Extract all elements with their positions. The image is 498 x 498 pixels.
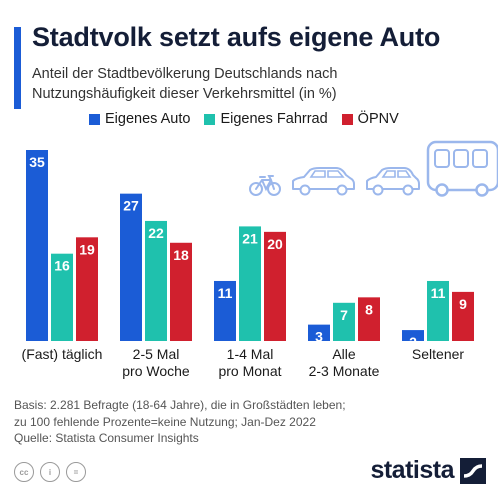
category-label-line: 1-4 Mal	[227, 346, 274, 362]
chart-subtitle: Anteil der Stadtbevölkerung Deutschlands…	[32, 66, 338, 102]
category-label-line: pro Monat	[218, 363, 281, 379]
value-label-transit: 8	[365, 301, 373, 317]
category-label: 1-4 Mal pro Monat	[218, 346, 281, 379]
statista-logo[interactable]: statista	[370, 456, 486, 485]
legend-label-transit: ÖPNV	[357, 111, 399, 127]
value-label-transit: 9	[459, 296, 467, 312]
value-label-transit: 19	[79, 241, 95, 257]
category-label: Alle 2-3 Monate	[309, 346, 380, 379]
bar-transit	[264, 231, 286, 341]
category-label-line: Alle	[332, 346, 356, 362]
value-label-car: 11	[218, 285, 233, 301]
footer-basis: Basis: 2.281 Befragte (18-64 Jahre), die…	[14, 398, 346, 412]
value-label-bike: 22	[148, 225, 164, 241]
category-label: Seltener	[412, 346, 464, 362]
attribution-icon[interactable]: i	[40, 462, 60, 482]
category-label-line: pro Woche	[122, 363, 190, 379]
category-label-line: (Fast) täglich	[22, 346, 103, 362]
bar-car	[26, 150, 48, 341]
title-accent-bar	[14, 27, 21, 109]
category-label-line: Seltener	[412, 346, 464, 362]
footer-note: zu 100 fehlende Prozente=keine Nutzung; …	[14, 414, 316, 429]
license-icons: cc i =	[14, 462, 86, 482]
value-label-bike: 7	[340, 307, 348, 323]
creative-commons-icon[interactable]: cc	[14, 462, 34, 482]
value-label-car: 35	[29, 154, 45, 170]
legend-swatch-transit	[341, 113, 353, 125]
value-label-car: 27	[123, 198, 139, 214]
legend-swatch-car	[89, 113, 100, 125]
bar-transit	[358, 297, 380, 341]
value-label-transit: 18	[173, 247, 189, 263]
legend-swatch-bike	[204, 113, 216, 125]
bar-bike	[427, 280, 449, 341]
bar-transit	[170, 242, 192, 341]
bar-car	[308, 324, 330, 341]
category-label-line: 2-3 Monate	[309, 363, 380, 379]
car-icon	[292, 167, 355, 196]
category-label-line: 2-5 Mal	[133, 346, 180, 362]
value-label-car: 2	[409, 334, 417, 350]
bar-bike	[145, 220, 167, 341]
statista-mark-icon	[460, 457, 486, 484]
bar-car	[402, 330, 424, 341]
bar-bike	[239, 226, 261, 341]
value-label-car: 3	[315, 329, 323, 345]
value-label-transit: 20	[267, 236, 283, 252]
legend-item-bike: Eigenes Fahrrad	[204, 111, 328, 127]
legend-item-car: Eigenes Auto	[89, 111, 190, 127]
value-labels: 35 16 19 27 22 18 11 21 20 3 7 8 2 11 9	[29, 154, 467, 350]
vehicle-icons	[249, 140, 498, 197]
value-label-bike: 16	[54, 258, 70, 274]
bars	[26, 150, 474, 341]
category-label: 2-5 Mal pro Woche	[122, 346, 190, 379]
bar-car	[214, 280, 236, 341]
legend-item-transit: ÖPNV	[341, 111, 399, 127]
chart-legend: Eigenes Auto Eigenes Fahrrad ÖPNV	[89, 111, 399, 127]
bar-bike	[333, 302, 355, 341]
legend-label-car: Eigenes Auto	[105, 111, 191, 127]
chart-title: Stadtvolk setzt aufs eigene Auto	[32, 22, 441, 52]
bar-car	[120, 193, 142, 341]
car-icon	[366, 167, 420, 196]
value-label-bike: 11	[431, 285, 446, 301]
footer-notes: Basis: 2.281 Befragte (18-64 Jahre), die…	[14, 397, 414, 447]
bicycle-icon	[249, 175, 281, 196]
bar-bike	[51, 253, 73, 341]
brand-name: statista	[370, 456, 454, 484]
category-label: (Fast) täglich	[22, 346, 103, 362]
footer-source: Quelle: Statista Consumer Insights	[14, 431, 199, 445]
legend-label-bike: Eigenes Fahrrad	[220, 111, 328, 127]
bar-transit	[76, 237, 98, 341]
bus-icon	[426, 140, 498, 197]
bar-transit	[452, 291, 474, 341]
no-derivatives-icon[interactable]: =	[66, 462, 86, 482]
value-label-bike: 21	[242, 230, 258, 246]
